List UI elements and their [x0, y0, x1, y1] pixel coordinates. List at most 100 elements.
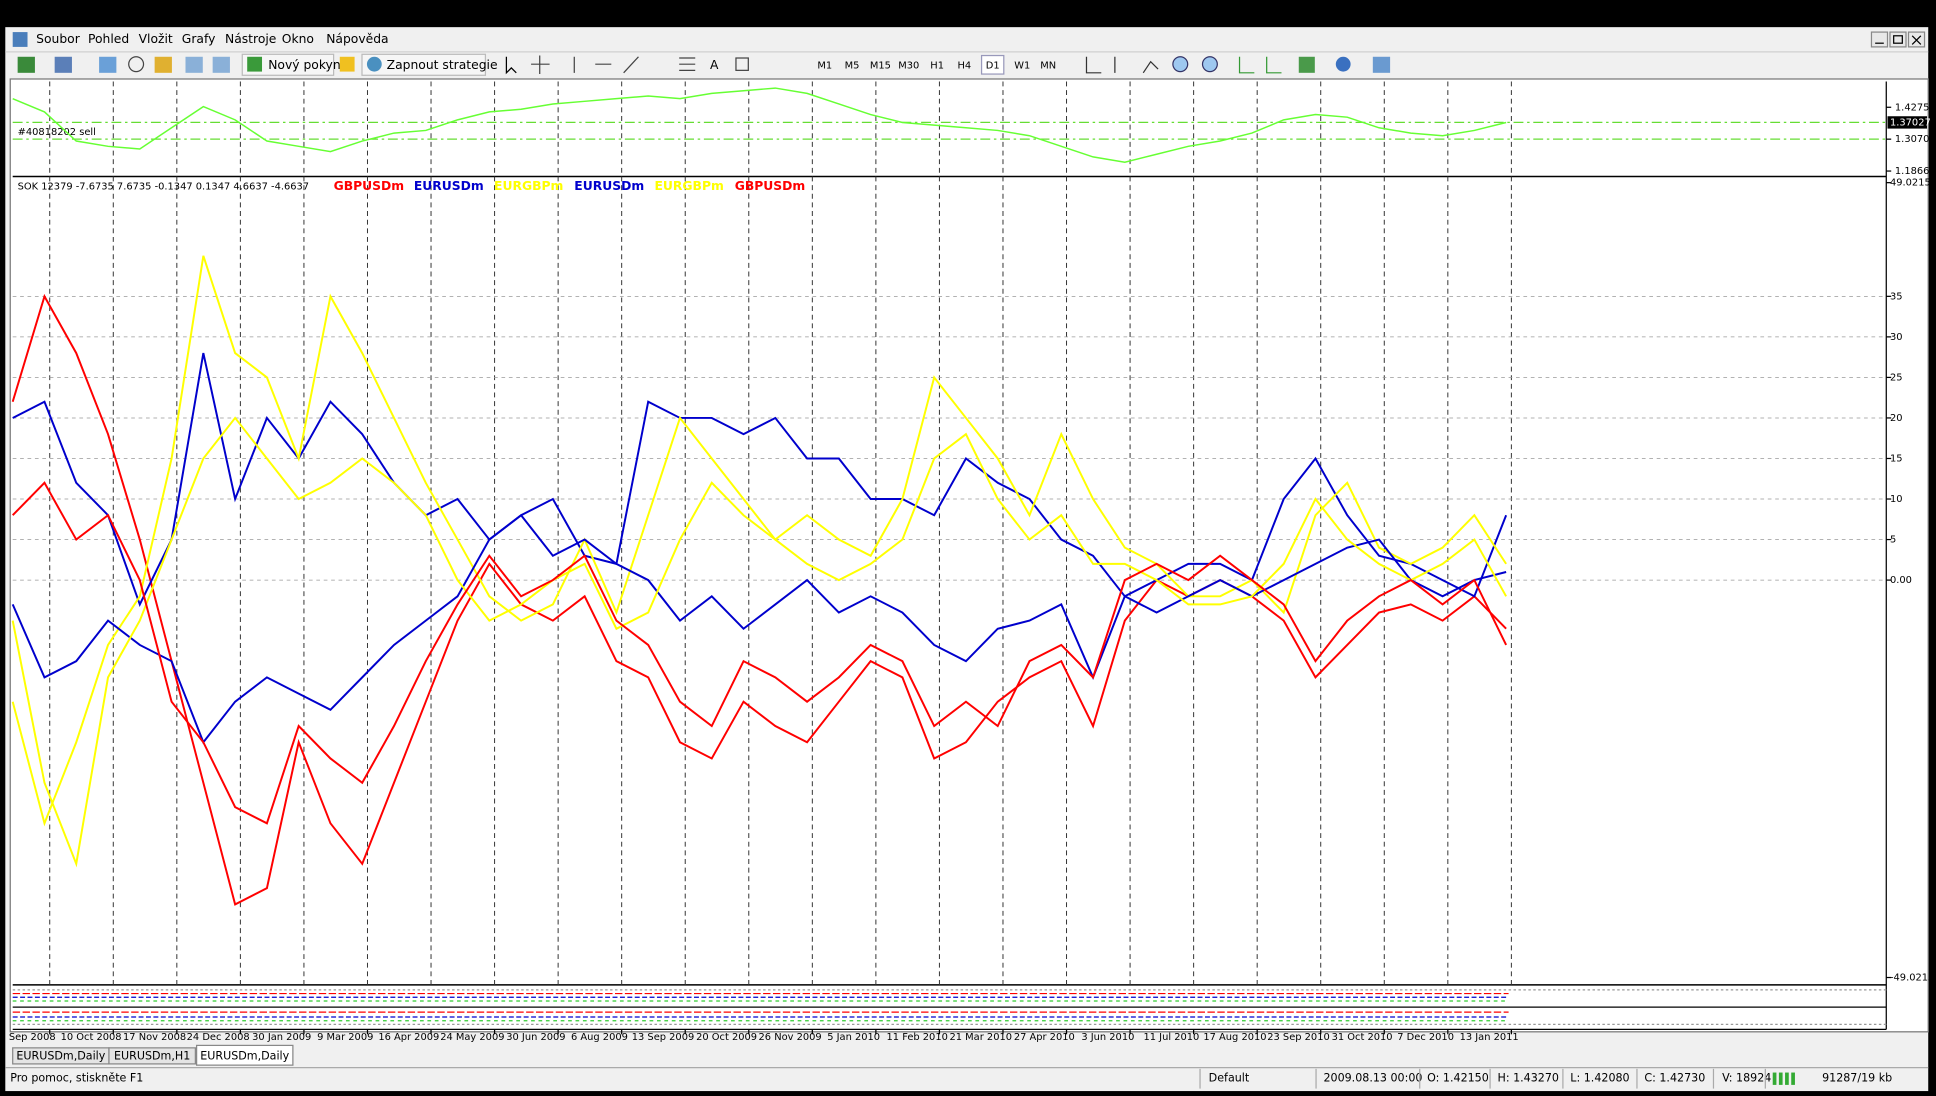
tool-icon[interactable]: [212, 56, 230, 73]
series-line: [11, 513, 1507, 745]
tab[interactable]: [195, 1044, 294, 1066]
series-line: [12, 352, 1508, 607]
tool-icon[interactable]: [185, 56, 203, 73]
tool-icon[interactable]: [54, 56, 72, 73]
x-tick-label: 5 Jan 2010: [827, 1032, 880, 1043]
tool-icon[interactable]: [735, 57, 749, 71]
timeframe-button[interactable]: M30: [898, 60, 919, 71]
y-tick-label: 1.42750: [1895, 102, 1936, 113]
x-tick-label: 11 Feb 2010: [887, 1032, 948, 1043]
timeframe-button[interactable]: M15: [870, 60, 891, 71]
x-tick-label: 26 Nov 2009: [759, 1032, 822, 1043]
new-order-button[interactable]: [241, 53, 335, 76]
x-tick-label: 6 Aug 2009: [571, 1032, 628, 1043]
status-high: H: 1.43270: [1497, 1072, 1558, 1085]
y-tick-label: -49.0215: [1890, 973, 1934, 984]
status-volume: V: 18924: [1722, 1072, 1771, 1085]
legend-entry: EURUSDm: [414, 179, 484, 193]
indicator-panel: SOK 12379 -7.6735 7.6735 -0.1347 0.1347 …: [11, 178, 1934, 984]
tool-icon[interactable]: [1372, 56, 1391, 73]
zoom-out[interactable]: [1201, 56, 1218, 73]
legend-entry: GBPUSDm: [735, 179, 806, 193]
window-controls[interactable]: [1870, 31, 1926, 48]
tool-icon[interactable]: [339, 56, 355, 72]
tool-icon[interactable]: A: [710, 58, 719, 72]
tool-icon[interactable]: [1085, 56, 1159, 74]
x-tick-label: 16 Apr 2009: [378, 1032, 439, 1043]
x-tick-label: 30 Jun 2009: [506, 1032, 565, 1043]
menu-item[interactable]: Vložit: [139, 32, 173, 46]
tool-icon[interactable]: [505, 56, 517, 75]
x-tick-label: 13 Sep 2009: [632, 1032, 694, 1043]
x-tick-label: 17 Aug 2010: [1203, 1032, 1266, 1043]
tool-icon[interactable]: [1298, 56, 1315, 73]
tool-icon[interactable]: [531, 55, 550, 75]
timeframe-button[interactable]: W1: [1014, 60, 1030, 71]
x-tick-label: 10 Oct 2008: [61, 1032, 122, 1043]
tool-icon[interactable]: [17, 56, 35, 73]
tool-icon: [247, 56, 263, 72]
app-icon: [12, 32, 28, 47]
tab-label[interactable]: EURUSDm,H1: [114, 1050, 190, 1063]
x-tick-label: 7 Dec 2010: [1397, 1032, 1454, 1043]
menu-item[interactable]: Nástroje: [225, 32, 276, 46]
active-timeframe: [980, 54, 1005, 75]
zoom-in[interactable]: [1172, 56, 1189, 73]
tool-icon[interactable]: [154, 56, 172, 73]
tool-icon[interactable]: [99, 56, 117, 73]
tool-icon: [366, 56, 382, 72]
y-tick-label: 20: [1890, 413, 1903, 424]
tab-label[interactable]: EURUSDm,Daily: [200, 1050, 289, 1063]
tab[interactable]: [108, 1047, 196, 1065]
chart-window: [9, 78, 1929, 1033]
tool-icon[interactable]: [573, 56, 639, 74]
menu-item[interactable]: Pohled: [88, 32, 129, 46]
status-help: Pro pomoc, stiskněte F1: [10, 1072, 143, 1085]
y-tick-label: 0.00: [1890, 575, 1912, 586]
new-order-label: Nový pokyn: [268, 58, 340, 72]
timeframe-button[interactable]: M1: [817, 60, 832, 71]
indicator-label: SOK 12379 -7.6735 7.6735 -0.1347 0.1347 …: [18, 181, 309, 192]
strategies-label: Zapnout strategie: [387, 58, 498, 72]
x-tick-label: 3 Sep 2008: [0, 1032, 56, 1043]
menu-item[interactable]: Soubor: [36, 32, 81, 46]
tool-icon[interactable]: [1238, 56, 1282, 74]
x-tick-label: 31 Oct 2010: [1332, 1032, 1393, 1043]
tool-icon[interactable]: [679, 57, 696, 71]
y-tick-label: 49.0215: [1890, 178, 1931, 189]
menu-item[interactable]: Grafy: [182, 32, 216, 46]
strategies-button[interactable]: [361, 53, 487, 76]
tab-label[interactable]: EURUSDm,Daily: [16, 1050, 105, 1063]
legend-entry: EURGBPm: [655, 179, 724, 193]
timeframe-button[interactable]: MN: [1040, 60, 1056, 71]
x-tick-label: 20 Oct 2009: [696, 1032, 757, 1043]
menu-item[interactable]: Okno: [282, 32, 314, 46]
legend-entry: GBPUSDm: [334, 179, 405, 193]
x-tick-label: 11 Jul 2010: [1144, 1032, 1200, 1043]
series-line: [11, 481, 1508, 825]
status-low: L: 1.42080: [1570, 1072, 1629, 1085]
x-tick-label: 17 Nov 2008: [123, 1032, 186, 1043]
x-tick-label: 23 Sep 2010: [1267, 1032, 1330, 1043]
price-line: [12, 87, 1507, 163]
y-tick-label: 25: [1890, 372, 1903, 383]
status-profile: Default: [1209, 1072, 1250, 1085]
tool-icon[interactable]: [1335, 56, 1351, 72]
timeframe-button[interactable]: H4: [957, 60, 971, 71]
y-tick-label: 1.18660: [1895, 166, 1936, 177]
y-tick-label: 1.30705: [1895, 134, 1936, 145]
tool-icon[interactable]: [128, 56, 145, 73]
x-tick-label: 27 Apr 2010: [1014, 1032, 1075, 1043]
series-line: [11, 416, 1507, 868]
legend-entry: EURGBPm: [494, 179, 563, 193]
menu-item[interactable]: Nápověda: [326, 32, 388, 46]
legend-entry: EURUSDm: [574, 179, 644, 193]
status-time: 2009.08.13 00:00: [1323, 1072, 1422, 1085]
timeframe-button[interactable]: M5: [845, 60, 860, 71]
timeframe-button[interactable]: H1: [930, 60, 944, 71]
time-axis: 3 Sep 2008 10 Oct 2008 17 Nov 2008 24 Dec 2…: [0, 1029, 1519, 1043]
y-tick-label: 35: [1890, 291, 1903, 302]
timeframe-button[interactable]: D1: [986, 60, 1000, 71]
